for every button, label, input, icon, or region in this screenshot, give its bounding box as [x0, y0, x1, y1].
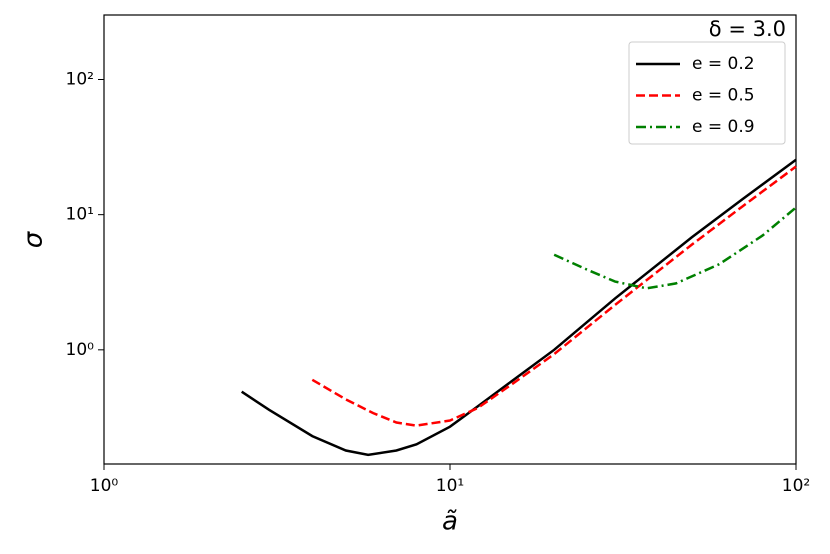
annotation: δ = 3.0: [709, 17, 786, 41]
series-line: [311, 165, 797, 427]
y-axis-label: σ: [19, 230, 49, 248]
y-tick-label: 10²: [66, 69, 94, 89]
legend-label: e = 0.5: [692, 86, 755, 106]
x-axis-label: ã: [442, 507, 458, 537]
series-line: [553, 206, 797, 290]
legend-label: e = 0.9: [692, 117, 755, 137]
legend-label: e = 0.2: [692, 54, 755, 74]
y-tick-label: 10⁰: [66, 340, 95, 360]
legend-box: [628, 41, 786, 145]
y-tick-label: 10¹: [66, 205, 94, 225]
x-tick-label: 10⁰: [90, 476, 119, 496]
x-tick-label: 10²: [782, 476, 810, 496]
x-tick-label: 10¹: [436, 476, 464, 496]
series-line: [240, 158, 797, 457]
